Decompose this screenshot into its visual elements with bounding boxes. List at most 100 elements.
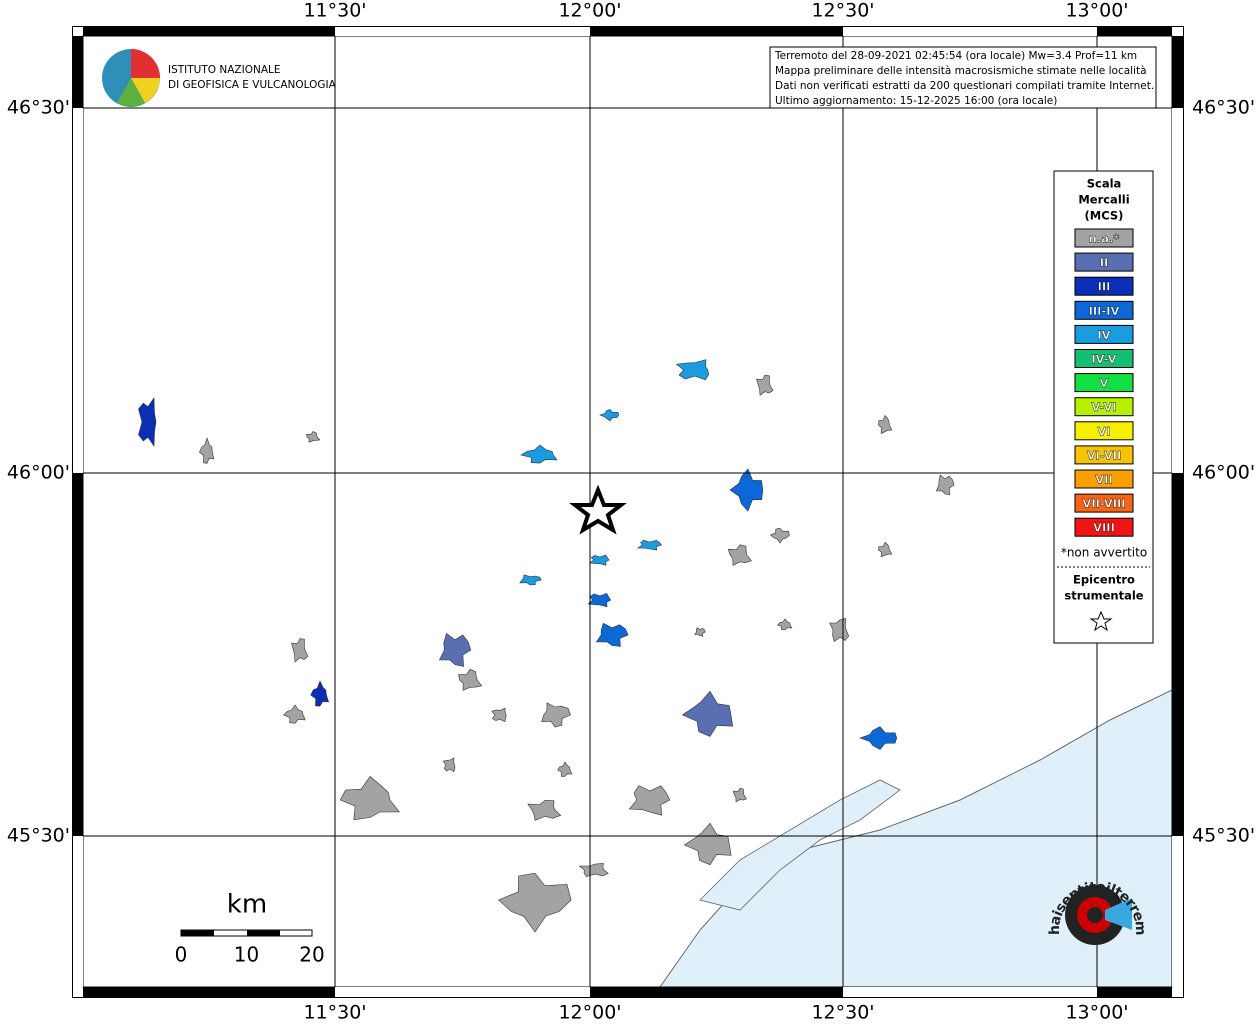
- lon-label: 13°00': [1065, 0, 1128, 22]
- lat-label: 45°30': [1192, 825, 1255, 847]
- locality: [306, 431, 321, 443]
- frame-bar: [73, 473, 83, 836]
- locality: [498, 872, 572, 933]
- locality: [935, 474, 955, 496]
- badge-circle: [1087, 907, 1103, 923]
- locality: [587, 593, 612, 608]
- legend-swatch: [1074, 517, 1134, 537]
- locality: [675, 359, 710, 381]
- locality: [595, 622, 629, 647]
- frame-outer: [72, 26, 1184, 998]
- lon-label: 12°30': [811, 1002, 874, 1024]
- legend-label: VI-VII: [1087, 448, 1122, 462]
- lon-label: 12°00': [558, 0, 621, 22]
- frame-bar: [1097, 987, 1172, 997]
- frame-bar: [73, 36, 83, 108]
- logo-segment: [131, 49, 160, 78]
- locality: [681, 690, 734, 737]
- legend-label: II: [1100, 256, 1109, 270]
- locality: [541, 702, 571, 728]
- legend-title: Scala: [1087, 177, 1122, 191]
- locality: [729, 468, 764, 512]
- lat-label: 46°00': [1192, 462, 1255, 484]
- lon-label: 12°30': [811, 0, 874, 22]
- scale-bar-segment: [247, 930, 280, 936]
- epicenter-star: [569, 484, 627, 535]
- legend-label: n.a.*: [1089, 232, 1120, 246]
- legend-swatch: [1074, 324, 1134, 344]
- frame-bar: [590, 987, 843, 997]
- legend-note: *non avvertito: [1061, 546, 1147, 560]
- frame: [72, 26, 1184, 998]
- frame-bar: [590, 27, 843, 36]
- info-line: Ultimo aggiornamento: 15-12-2025 16:00 (…: [775, 95, 1057, 107]
- legend-swatch: [1074, 493, 1134, 513]
- legend-swatch: [1074, 397, 1134, 417]
- logo-segment: [131, 78, 160, 103]
- info-line: Mappa preliminare delle intensità macros…: [775, 65, 1147, 77]
- ingv-logo: ISTITUTO NAZIONALE DI GEOFISICA E VULCAN…: [102, 49, 337, 107]
- logo-text: ISTITUTO NAZIONALE: [168, 64, 281, 76]
- frame-bar: [843, 987, 1097, 997]
- info-line: Terremoto del 28-09-2021 02:45:54 (ora l…: [774, 50, 1137, 62]
- scale-bar: [180, 929, 313, 937]
- legend-title: (MCS): [1085, 209, 1124, 223]
- frame-bar: [73, 108, 83, 473]
- locality: [199, 437, 215, 464]
- legend-label: V-VI: [1091, 400, 1116, 414]
- lat-label: 45°30': [7, 825, 70, 847]
- frame-bar: [83, 27, 335, 36]
- locality: [527, 800, 562, 821]
- legend-swatch: [1074, 276, 1134, 296]
- lat-label: 46°00': [7, 462, 70, 484]
- frame-bar: [83, 987, 335, 997]
- legend-swatch: [1074, 300, 1134, 320]
- locality: [732, 787, 747, 803]
- lat-label: 46°30': [7, 97, 70, 119]
- legend-star: [1089, 610, 1113, 632]
- locality: [578, 863, 609, 878]
- legend-swatch: [1074, 421, 1134, 441]
- locality: [138, 396, 157, 448]
- locality: [878, 541, 893, 558]
- locality: [776, 618, 793, 631]
- scale-unit: km: [227, 890, 267, 920]
- locality: [339, 776, 401, 821]
- locality: [491, 707, 507, 723]
- locality: [756, 374, 774, 396]
- info-line: Dati non verificati estratti da 200 ques…: [775, 80, 1154, 92]
- legend-title: Mercalli: [1078, 193, 1129, 207]
- locality: [878, 414, 893, 434]
- frame-bar: [843, 27, 1097, 36]
- legend-epicenter: Epicentro: [1073, 573, 1135, 587]
- frame-bar: [1172, 36, 1183, 108]
- frame-bar: [1172, 473, 1183, 836]
- frame-bar: [1097, 27, 1172, 36]
- legend-label: IV: [1097, 328, 1110, 342]
- locality: [283, 704, 306, 724]
- legend-label: VII-VIII: [1082, 497, 1125, 511]
- scale-tick: 20: [299, 943, 324, 967]
- legend-swatch: [1074, 349, 1134, 368]
- legend-label: VI: [1097, 424, 1110, 438]
- lon-label: 13°00': [1065, 1002, 1128, 1024]
- legend-label: III-IV: [1089, 304, 1120, 318]
- logo-text: DI GEOFISICA E VULCANOLOGIA: [168, 79, 337, 91]
- legend-swatch: [1074, 469, 1134, 489]
- locality: [829, 618, 850, 643]
- lon-label: 11°30': [303, 0, 366, 22]
- localities: [138, 359, 955, 933]
- locality: [683, 822, 732, 866]
- lat-label: 46°30': [1192, 97, 1255, 119]
- legend-label: VII: [1095, 473, 1112, 487]
- frame-bar: [335, 987, 590, 997]
- locality: [438, 632, 472, 667]
- locality: [589, 554, 610, 566]
- frame-bar: [1172, 836, 1183, 987]
- locality: [636, 539, 663, 551]
- info-box: [769, 46, 1157, 109]
- frame-bar: [73, 836, 83, 987]
- legend-label: VIII: [1093, 521, 1115, 535]
- logo-segment: [117, 78, 145, 107]
